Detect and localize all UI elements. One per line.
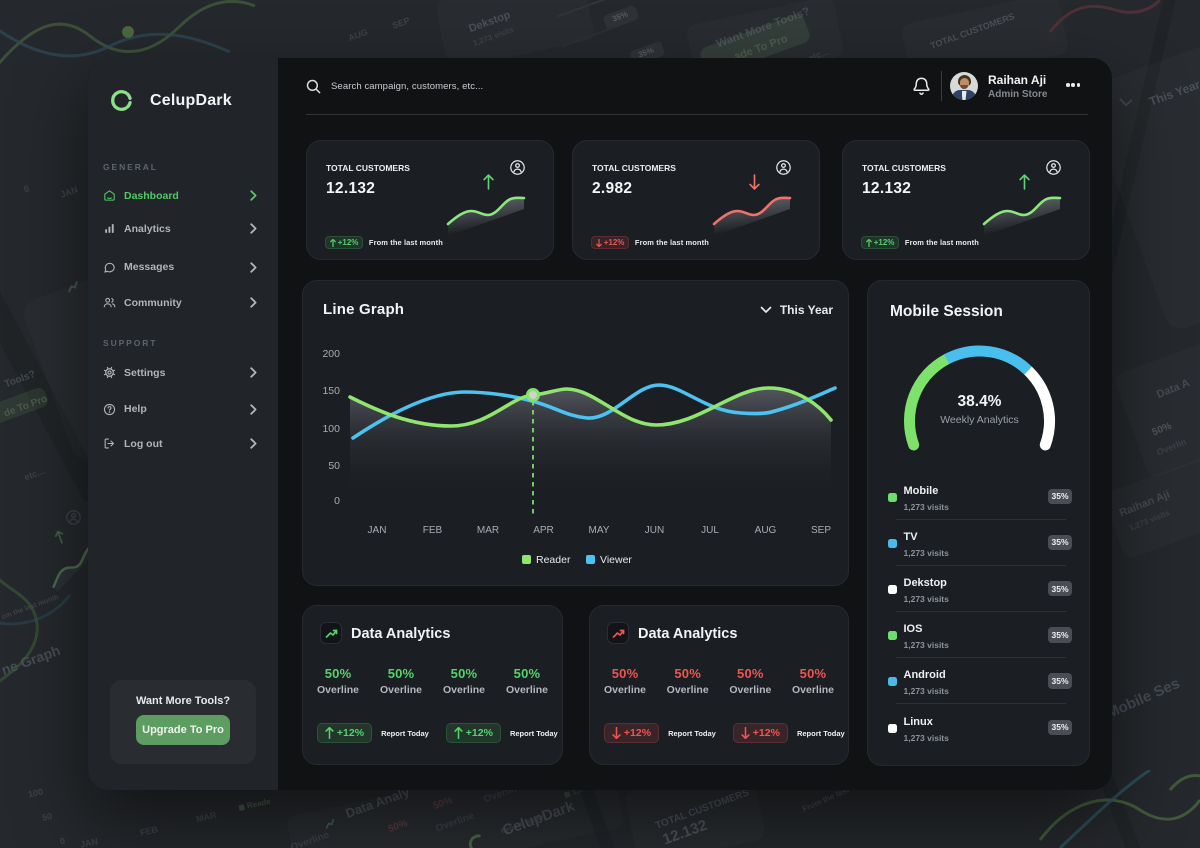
svg-text:AUG: AUG: [755, 525, 777, 536]
svg-text:50: 50: [328, 460, 340, 472]
svg-text:MAR: MAR: [477, 525, 499, 536]
svg-text:200: 200: [322, 348, 340, 360]
svg-text:Viewer: Viewer: [600, 554, 632, 566]
svg-text:0: 0: [334, 495, 340, 507]
svg-text:Reader: Reader: [536, 554, 571, 566]
svg-text:Weekly Analytics: Weekly Analytics: [940, 414, 1019, 426]
svg-text:APR: APR: [533, 525, 554, 536]
svg-text:38.4%: 38.4%: [958, 393, 1002, 410]
svg-text:100: 100: [322, 423, 340, 435]
svg-text:JUL: JUL: [701, 525, 719, 536]
svg-text:JUN: JUN: [645, 525, 664, 536]
svg-text:MAY: MAY: [589, 525, 610, 536]
svg-text:JAN: JAN: [368, 525, 387, 536]
svg-text:SEP: SEP: [811, 525, 831, 536]
svg-text:FEB: FEB: [423, 525, 443, 536]
svg-text:150: 150: [322, 385, 340, 397]
